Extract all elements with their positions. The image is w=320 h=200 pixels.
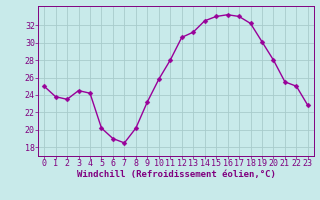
X-axis label: Windchill (Refroidissement éolien,°C): Windchill (Refroidissement éolien,°C) — [76, 170, 276, 179]
